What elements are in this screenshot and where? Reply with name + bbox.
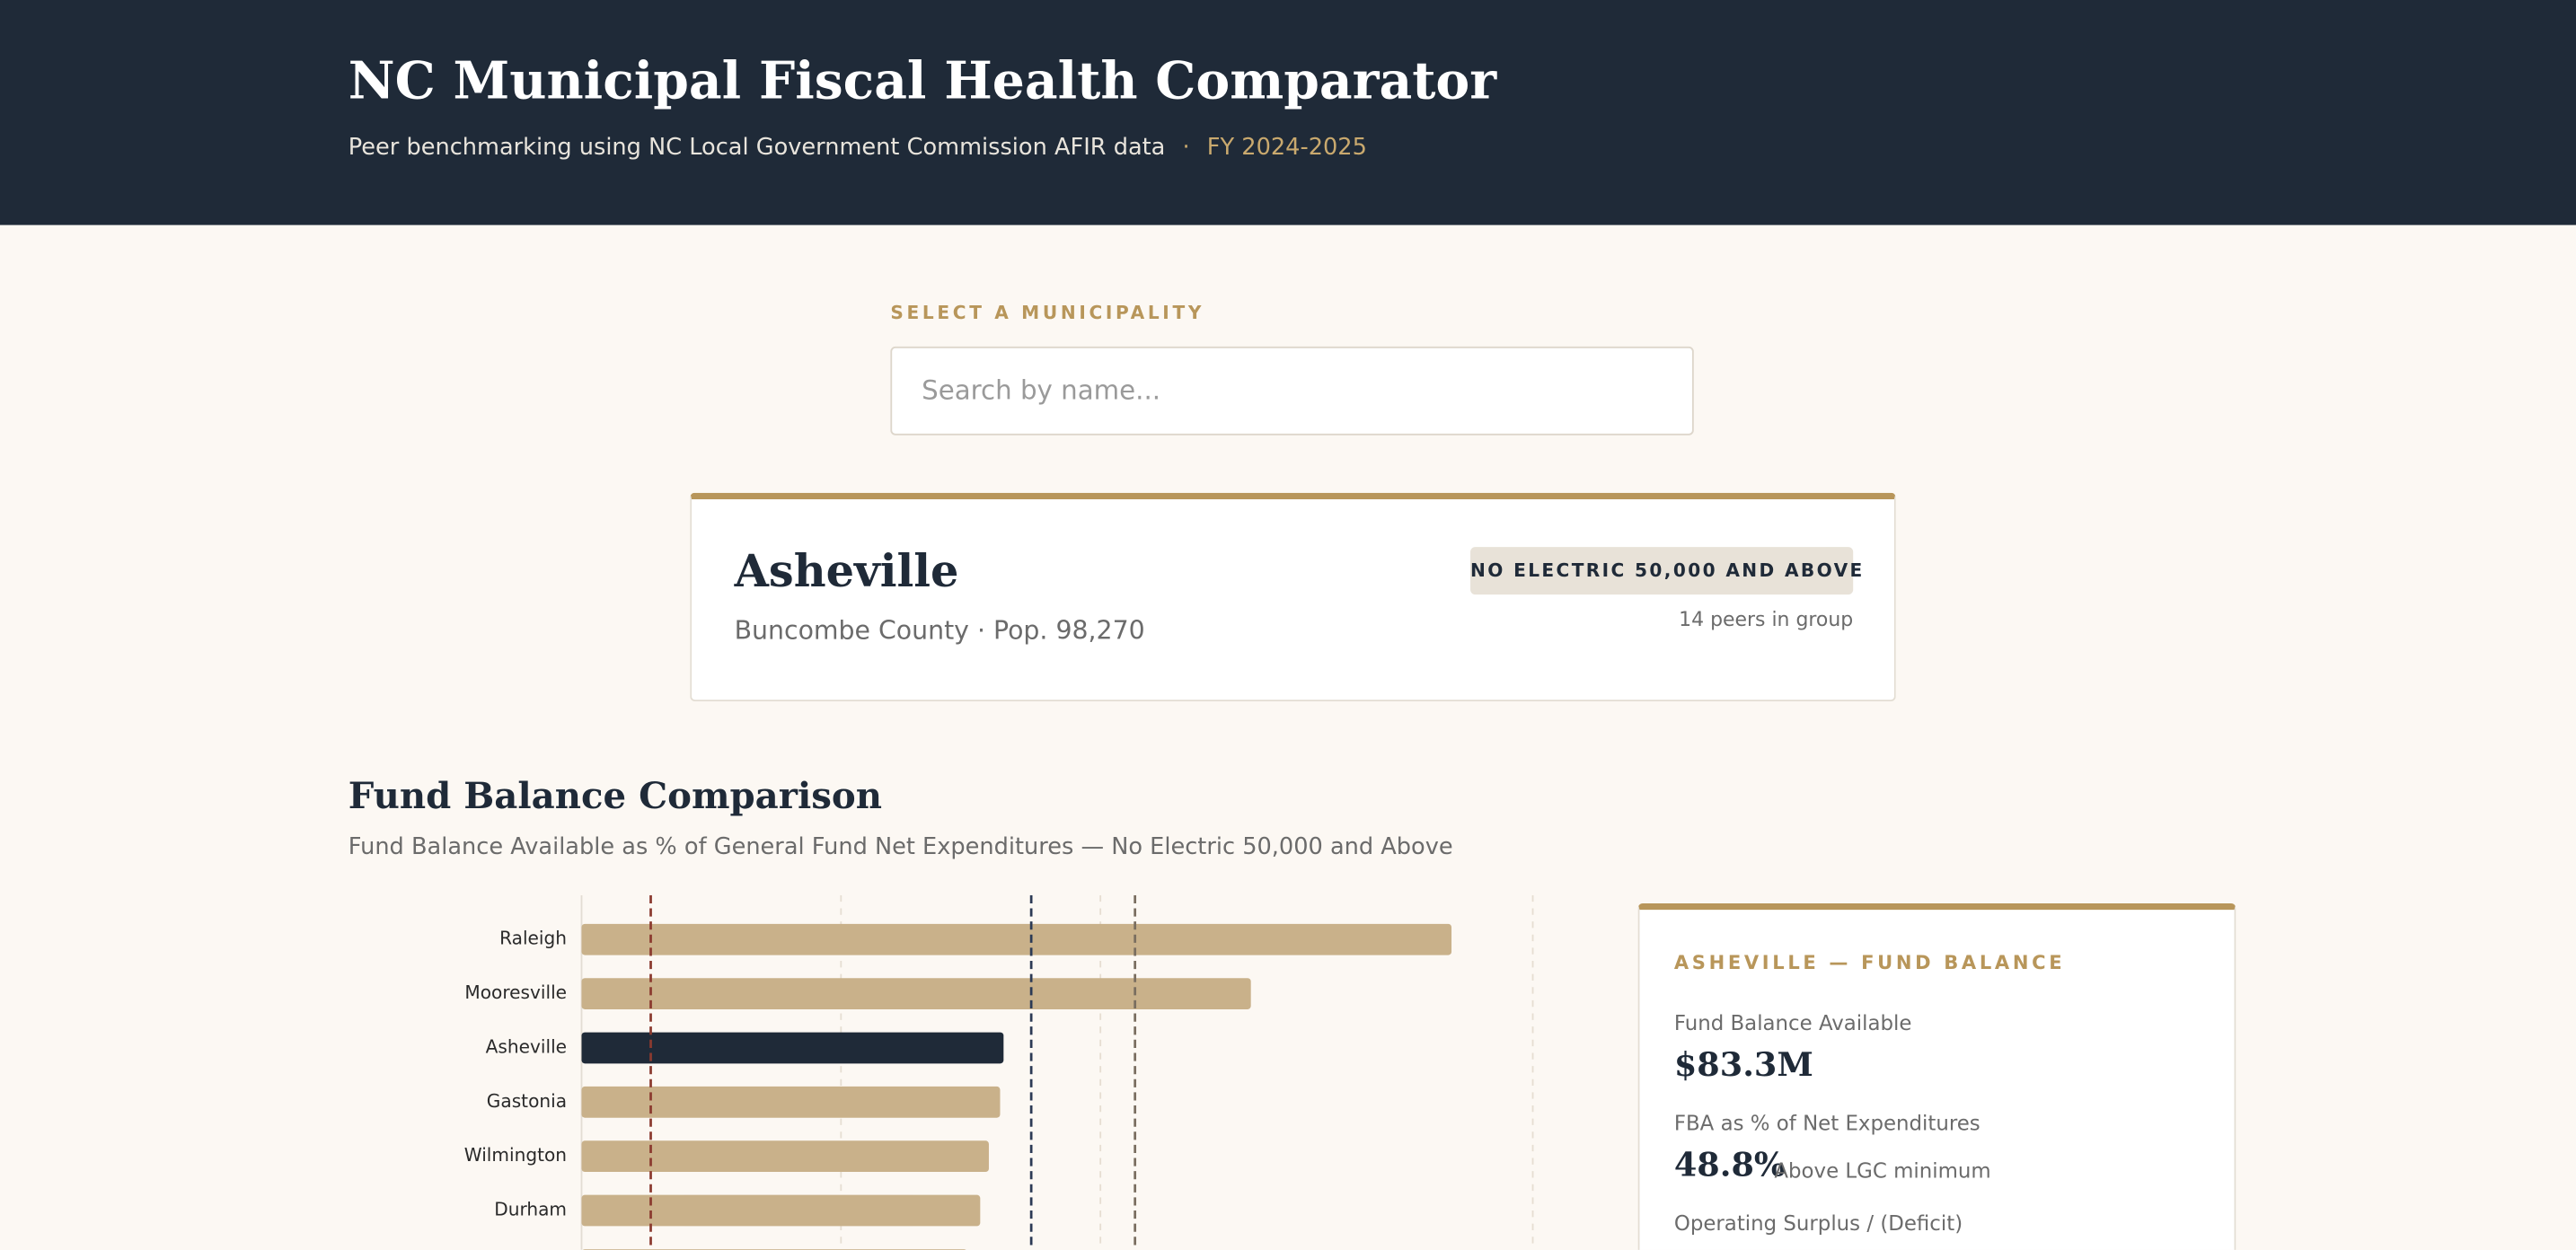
bar-chart: Raleigh Mooresville Asheville Gastonia Wilmi…: [464, 894, 1534, 1250]
y-tick-label: Durham: [494, 1199, 567, 1220]
app-title: NC Municipal Fiscal Health Comparator: [348, 52, 1497, 112]
municipality-details: Buncombe County · Pop. 98,270: [734, 615, 1145, 646]
metric-label: Fund Balance Available: [1673, 1009, 1912, 1035]
detail-panel: ASHEVILLE — FUND BALANCE Fund Balance Av…: [1637, 902, 2236, 1250]
peer-count: 14 peers in group: [1679, 607, 1854, 631]
bar: [581, 1086, 1001, 1118]
municipality-name: Asheville: [734, 547, 959, 598]
metric-label: FBA as % of Net Expenditures: [1673, 1110, 1981, 1135]
search-input[interactable]: Search by name...: [890, 346, 1694, 436]
fiscal-year: FY 2024-2025: [1206, 134, 1367, 162]
bar: [581, 1140, 989, 1173]
app-subtitle: Peer benchmarking using NC Local Governm…: [348, 135, 1367, 161]
y-tick-label: Gastonia: [487, 1090, 567, 1112]
metric-value: 48.8%: [1673, 1144, 1786, 1184]
bar: [581, 1194, 981, 1227]
bar: [581, 923, 1452, 955]
y-tick-label: Asheville: [486, 1035, 567, 1057]
y-tick-label: Raleigh: [499, 928, 567, 949]
metric-value: $83.3M: [1673, 1044, 1813, 1085]
section-subtitle: Fund Balance Available as % of General F…: [348, 834, 1453, 861]
section-title: Fund Balance Comparison: [348, 775, 883, 818]
search-label: SELECT A MUNICIPALITY: [890, 302, 1205, 324]
bar: [581, 978, 1251, 1009]
subtitle-text: Peer benchmarking using NC Local Governm…: [348, 134, 1166, 162]
bar: [581, 1032, 1004, 1064]
header: [0, 0, 2576, 225]
profile-card: Asheville Buncombe County · Pop. 98,270 …: [690, 492, 1896, 702]
metric-note: Above LGC minimum: [1774, 1158, 1991, 1183]
y-tick-label: Wilmington: [464, 1144, 567, 1166]
separator: ·: [1182, 134, 1190, 162]
panel-title: ASHEVILLE — FUND BALANCE: [1673, 951, 2066, 974]
y-tick-label: Mooresville: [464, 982, 567, 1003]
search-placeholder: Search by name...: [922, 374, 1161, 406]
metric-label: Operating Surplus / (Deficit): [1673, 1210, 1963, 1236]
group-badge: NO ELECTRIC 50,000 AND ABOVE: [1470, 547, 1862, 595]
